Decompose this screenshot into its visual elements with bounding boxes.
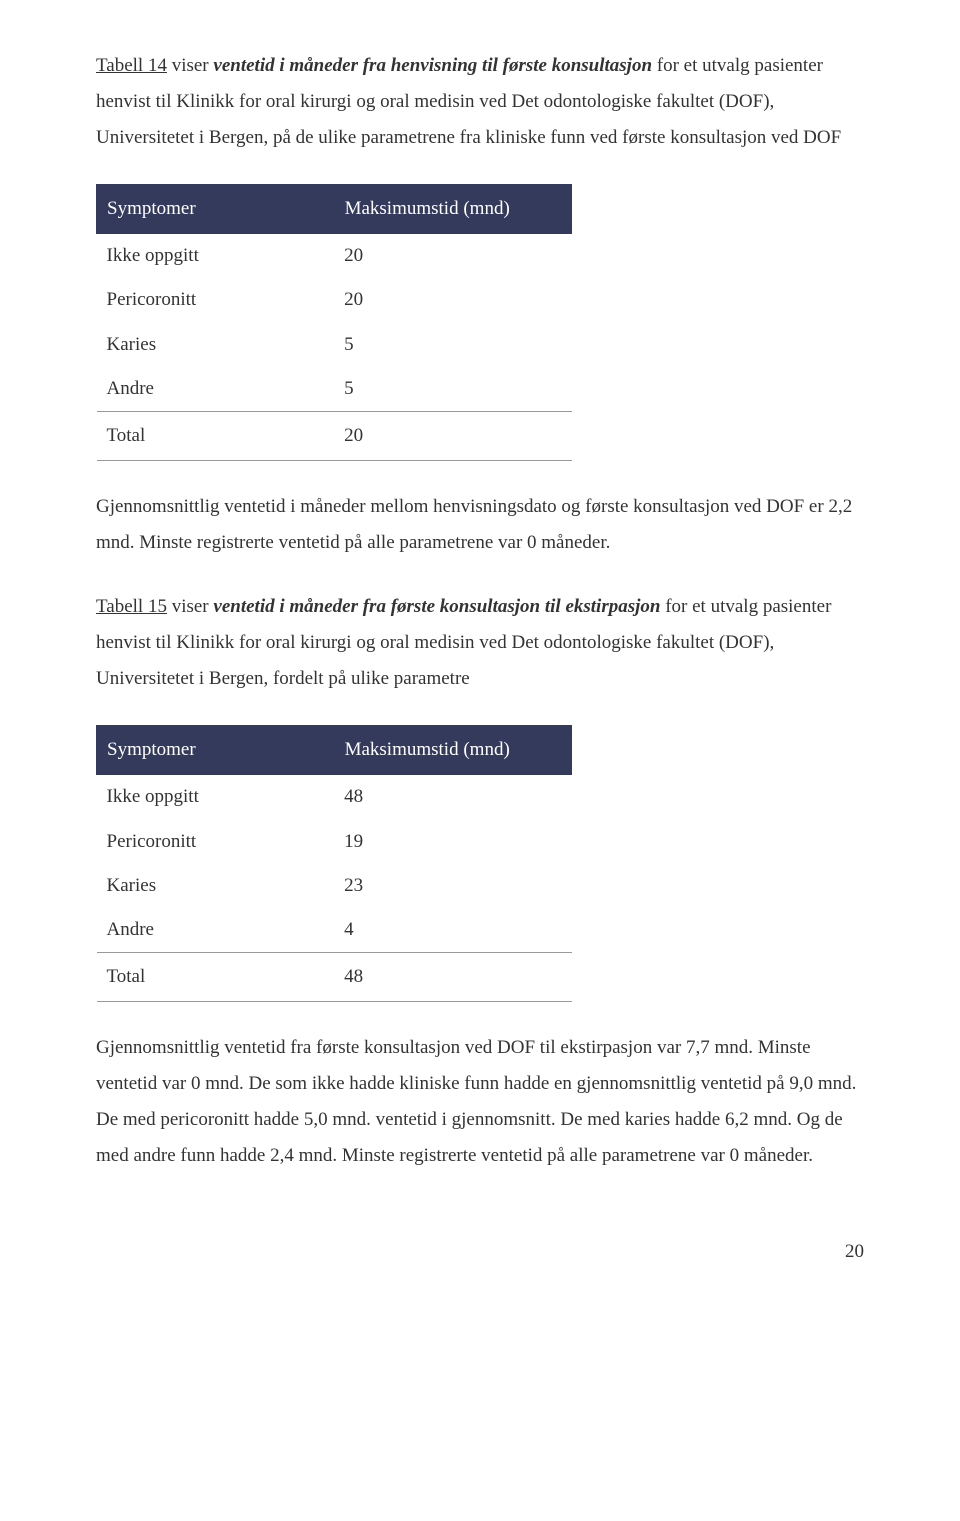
text: viser bbox=[167, 55, 213, 76]
paragraph-tabell15: Tabell 15 viser ventetid i måneder fra f… bbox=[96, 589, 864, 697]
cell: Ikke oppgitt bbox=[97, 234, 335, 279]
page-number: 20 bbox=[96, 1234, 864, 1270]
table-row: Ikke oppgitt 20 bbox=[97, 234, 572, 279]
cell: 4 bbox=[334, 908, 572, 953]
table-row: Pericoronitt 19 bbox=[97, 820, 572, 864]
document-page: Tabell 14 viser ventetid i måneder fra h… bbox=[0, 0, 960, 1310]
table-14: Symptomer Maksimumstid (mnd) Ikke oppgit… bbox=[96, 184, 572, 461]
cell-total-label: Total bbox=[97, 411, 335, 460]
cell-total-value: 48 bbox=[334, 952, 572, 1001]
cell: 48 bbox=[334, 775, 572, 820]
cell-total-value: 20 bbox=[334, 411, 572, 460]
cell-total-label: Total bbox=[97, 952, 335, 1001]
cell: Andre bbox=[97, 908, 335, 953]
cell: Ikke oppgitt bbox=[97, 775, 335, 820]
col-header-maksimumstid: Maksimumstid (mnd) bbox=[334, 185, 572, 234]
cell: 5 bbox=[334, 367, 572, 412]
paragraph-summary-2: Gjennomsnittlig ventetid fra første kons… bbox=[96, 1030, 864, 1174]
col-header-symptomer: Symptomer bbox=[97, 726, 335, 775]
tabell14-label: Tabell 14 bbox=[96, 55, 167, 76]
table-header-row: Symptomer Maksimumstid (mnd) bbox=[97, 726, 572, 775]
cell: Karies bbox=[97, 323, 335, 367]
text: viser bbox=[167, 596, 213, 617]
cell: Pericoronitt bbox=[97, 278, 335, 322]
cell: 23 bbox=[334, 864, 572, 908]
col-header-symptomer: Symptomer bbox=[97, 185, 335, 234]
paragraph-tabell14: Tabell 14 viser ventetid i måneder fra h… bbox=[96, 48, 864, 156]
table-total-row: Total 48 bbox=[97, 952, 572, 1001]
table-header-row: Symptomer Maksimumstid (mnd) bbox=[97, 185, 572, 234]
cell: Karies bbox=[97, 864, 335, 908]
table-row: Andre 4 bbox=[97, 908, 572, 953]
table-total-row: Total 20 bbox=[97, 411, 572, 460]
cell: 5 bbox=[334, 323, 572, 367]
table-row: Karies 5 bbox=[97, 323, 572, 367]
cell: 20 bbox=[334, 278, 572, 322]
col-header-maksimumstid: Maksimumstid (mnd) bbox=[334, 726, 572, 775]
tabell15-label: Tabell 15 bbox=[96, 596, 167, 617]
paragraph-summary-1: Gjennomsnittlig ventetid i måneder mello… bbox=[96, 489, 864, 561]
table-15: Symptomer Maksimumstid (mnd) Ikke oppgit… bbox=[96, 725, 572, 1002]
tabell15-phrase: ventetid i måneder fra første konsultasj… bbox=[213, 596, 660, 617]
cell: 19 bbox=[334, 820, 572, 864]
cell: 20 bbox=[334, 234, 572, 279]
table-row: Pericoronitt 20 bbox=[97, 278, 572, 322]
table-row: Ikke oppgitt 48 bbox=[97, 775, 572, 820]
tabell14-phrase: ventetid i måneder fra henvisning til fø… bbox=[213, 55, 652, 76]
cell: Pericoronitt bbox=[97, 820, 335, 864]
cell: Andre bbox=[97, 367, 335, 412]
table-row: Andre 5 bbox=[97, 367, 572, 412]
table-row: Karies 23 bbox=[97, 864, 572, 908]
